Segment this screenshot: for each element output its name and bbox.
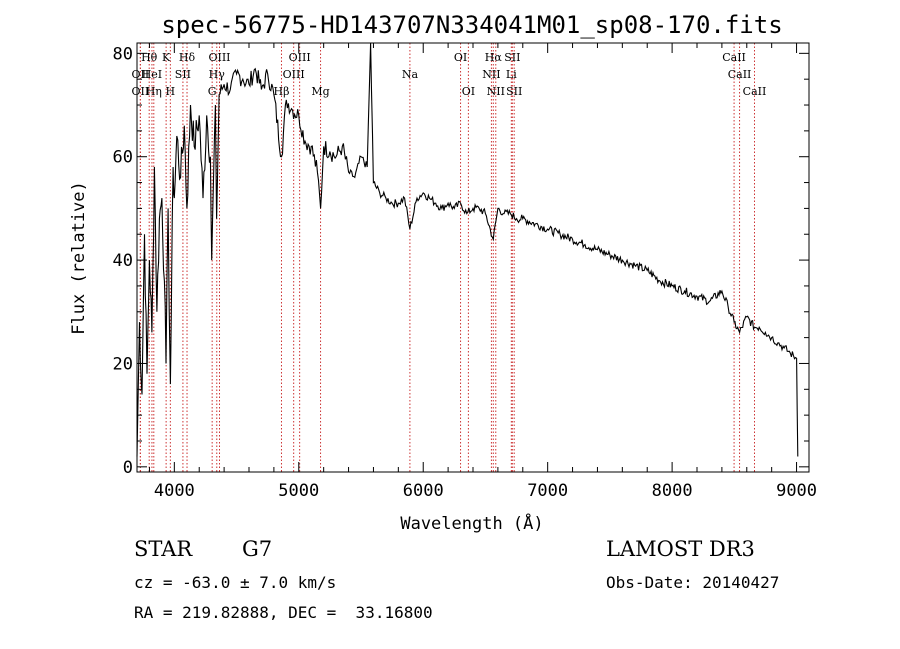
line-label-5: K — [162, 51, 171, 64]
line-label-10: Hγ — [209, 68, 226, 81]
y-tick-label-3: 60 — [113, 148, 133, 168]
y-tick-label-4: 80 — [113, 44, 133, 64]
line-label-9: OIII — [208, 51, 230, 64]
line-label-2: OII — [132, 85, 150, 98]
obs-date: Obs-Date: 20140427 — [606, 573, 780, 592]
line-label-25: CaII — [722, 51, 746, 64]
y-axis-label: Flux (relative) — [69, 181, 89, 335]
line-label-15: Mg — [311, 85, 329, 98]
y-axis-ticks: 0 20 40 60 80 — [113, 44, 809, 478]
line-label-7: H — [166, 85, 176, 98]
line-label-23: Li — [506, 68, 517, 81]
line-label-17: OI — [454, 51, 467, 64]
line-label-8: Hδ — [179, 51, 196, 64]
y-tick-label-1: 20 — [113, 354, 133, 374]
x-tick-label-3: 7000 — [527, 481, 568, 501]
plot-frame — [136, 42, 810, 473]
x-tick-label-4: 8000 — [652, 481, 693, 501]
line-label-6: SII — [175, 68, 191, 81]
survey-name: LAMOST DR3 — [606, 537, 755, 561]
line-label-12: OIII — [289, 51, 311, 64]
line-label-14: Hβ — [274, 85, 290, 98]
line-label-19: Hα — [485, 51, 503, 64]
object-subclass: G7 — [242, 537, 273, 561]
line-label-27: CaII — [743, 85, 767, 98]
x-tick-label-1: 5000 — [278, 481, 319, 501]
x-tick-label-0: 4000 — [154, 481, 195, 501]
line-label-0: Hθ — [141, 51, 158, 64]
x-tick-label-5: 9000 — [776, 481, 817, 501]
x-axis-ticks: 4000 5000 6000 7000 8000 9000 — [148, 43, 817, 501]
redshift-readout: cz = -63.0 ± 7.0 km/s — [134, 573, 337, 592]
object-class: STAR — [134, 537, 193, 561]
y-tick-label-0: 0 — [123, 458, 133, 478]
coordinates: RA = 219.82888, DEC = 33.16800 — [134, 603, 433, 622]
line-label-13: OIII — [283, 68, 305, 81]
x-axis-label: Wavelength (Å) — [400, 512, 543, 534]
line-label-11: G — [208, 85, 217, 98]
line-label-1: OII — [132, 68, 150, 81]
line-label-3: HeI — [142, 68, 162, 81]
chart-title: spec-56775-HD143707N334041M01_sp08-170.f… — [161, 11, 782, 39]
line-label-4: Hη — [146, 85, 162, 98]
spectral-line-markers — [139, 43, 755, 472]
line-label-24: SII — [506, 85, 522, 98]
line-label-20: NII — [482, 68, 500, 81]
spectrum-series-line — [136, 42, 799, 457]
line-label-21: NII — [487, 85, 505, 98]
y-tick-label-2: 40 — [113, 251, 133, 271]
line-label-22: SII — [504, 51, 520, 64]
line-label-26: CaII — [728, 68, 752, 81]
x-tick-label-2: 6000 — [403, 481, 444, 501]
line-label-18: OI — [462, 85, 475, 98]
line-label-16: Na — [402, 68, 419, 81]
